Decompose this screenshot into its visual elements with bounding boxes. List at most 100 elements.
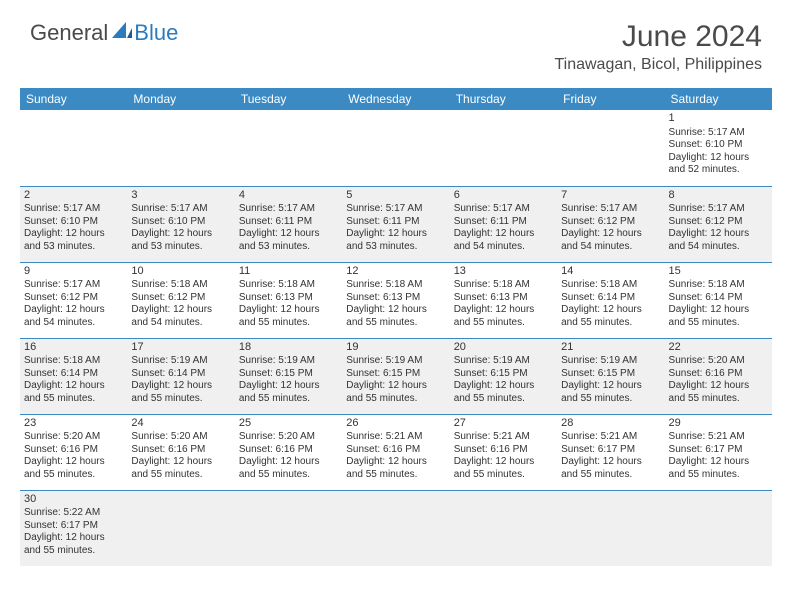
day-header: Wednesday — [342, 88, 449, 110]
daylight-text: Daylight: 12 hours and 54 minutes. — [561, 228, 660, 253]
day-number: 27 — [454, 417, 553, 431]
sunset-text: Sunset: 6:16 PM — [454, 444, 553, 457]
calendar-cell: 21Sunrise: 5:19 AMSunset: 6:15 PMDayligh… — [557, 338, 664, 414]
sunset-text: Sunset: 6:15 PM — [454, 368, 553, 381]
calendar-cell — [665, 490, 772, 566]
calendar-cell — [557, 110, 664, 186]
sunrise-text: Sunrise: 5:22 AM — [24, 507, 123, 520]
daylight-text: Daylight: 12 hours and 55 minutes. — [561, 456, 660, 481]
day-header: Sunday — [20, 88, 127, 110]
sunrise-text: Sunrise: 5:18 AM — [346, 279, 445, 292]
day-number: 7 — [561, 189, 660, 203]
daylight-text: Daylight: 12 hours and 52 minutes. — [669, 152, 768, 177]
header: General Blue June 2024 Tinawagan, Bicol,… — [0, 0, 792, 84]
logo-sail-icon — [112, 20, 132, 46]
day-header: Friday — [557, 88, 664, 110]
sunset-text: Sunset: 6:13 PM — [454, 292, 553, 305]
sunset-text: Sunset: 6:11 PM — [239, 216, 338, 229]
calendar-cell: 9Sunrise: 5:17 AMSunset: 6:12 PMDaylight… — [20, 262, 127, 338]
daylight-text: Daylight: 12 hours and 55 minutes. — [239, 304, 338, 329]
calendar-week-row: 23Sunrise: 5:20 AMSunset: 6:16 PMDayligh… — [20, 414, 772, 490]
sunset-text: Sunset: 6:15 PM — [239, 368, 338, 381]
calendar-week-row: 1Sunrise: 5:17 AMSunset: 6:10 PMDaylight… — [20, 110, 772, 186]
sunrise-text: Sunrise: 5:19 AM — [239, 355, 338, 368]
sunset-text: Sunset: 6:16 PM — [131, 444, 230, 457]
sunset-text: Sunset: 6:13 PM — [239, 292, 338, 305]
sunrise-text: Sunrise: 5:17 AM — [239, 203, 338, 216]
daylight-text: Daylight: 12 hours and 55 minutes. — [346, 456, 445, 481]
day-number: 18 — [239, 341, 338, 355]
calendar-week-row: 9Sunrise: 5:17 AMSunset: 6:12 PMDaylight… — [20, 262, 772, 338]
sunrise-text: Sunrise: 5:20 AM — [239, 431, 338, 444]
calendar-cell — [342, 490, 449, 566]
sunrise-text: Sunrise: 5:20 AM — [131, 431, 230, 444]
sunrise-text: Sunrise: 5:21 AM — [669, 431, 768, 444]
sunset-text: Sunset: 6:12 PM — [24, 292, 123, 305]
calendar-cell: 27Sunrise: 5:21 AMSunset: 6:16 PMDayligh… — [450, 414, 557, 490]
day-number: 12 — [346, 265, 445, 279]
day-number: 29 — [669, 417, 768, 431]
daylight-text: Daylight: 12 hours and 55 minutes. — [561, 380, 660, 405]
daylight-text: Daylight: 12 hours and 55 minutes. — [669, 456, 768, 481]
calendar-cell: 8Sunrise: 5:17 AMSunset: 6:12 PMDaylight… — [665, 186, 772, 262]
sunset-text: Sunset: 6:16 PM — [669, 368, 768, 381]
calendar-cell — [450, 490, 557, 566]
daylight-text: Daylight: 12 hours and 54 minutes. — [669, 228, 768, 253]
calendar-cell: 26Sunrise: 5:21 AMSunset: 6:16 PMDayligh… — [342, 414, 449, 490]
calendar-cell: 15Sunrise: 5:18 AMSunset: 6:14 PMDayligh… — [665, 262, 772, 338]
sunrise-text: Sunrise: 5:20 AM — [24, 431, 123, 444]
calendar-cell: 28Sunrise: 5:21 AMSunset: 6:17 PMDayligh… — [557, 414, 664, 490]
daylight-text: Daylight: 12 hours and 55 minutes. — [346, 304, 445, 329]
logo-text-blue: Blue — [134, 20, 178, 46]
day-number: 20 — [454, 341, 553, 355]
day-number: 5 — [346, 189, 445, 203]
sunrise-text: Sunrise: 5:17 AM — [346, 203, 445, 216]
day-number: 2 — [24, 189, 123, 203]
calendar-week-row: 2Sunrise: 5:17 AMSunset: 6:10 PMDaylight… — [20, 186, 772, 262]
sunset-text: Sunset: 6:14 PM — [24, 368, 123, 381]
sunset-text: Sunset: 6:15 PM — [346, 368, 445, 381]
calendar-cell: 17Sunrise: 5:19 AMSunset: 6:14 PMDayligh… — [127, 338, 234, 414]
day-number: 22 — [669, 341, 768, 355]
calendar-cell: 6Sunrise: 5:17 AMSunset: 6:11 PMDaylight… — [450, 186, 557, 262]
calendar-cell — [20, 110, 127, 186]
calendar-week-row: 30Sunrise: 5:22 AMSunset: 6:17 PMDayligh… — [20, 490, 772, 566]
sunrise-text: Sunrise: 5:19 AM — [454, 355, 553, 368]
day-number: 25 — [239, 417, 338, 431]
calendar-cell: 16Sunrise: 5:18 AMSunset: 6:14 PMDayligh… — [20, 338, 127, 414]
daylight-text: Daylight: 12 hours and 53 minutes. — [239, 228, 338, 253]
day-header: Thursday — [450, 88, 557, 110]
sunrise-text: Sunrise: 5:18 AM — [239, 279, 338, 292]
calendar-cell: 25Sunrise: 5:20 AMSunset: 6:16 PMDayligh… — [235, 414, 342, 490]
sunset-text: Sunset: 6:14 PM — [131, 368, 230, 381]
day-header: Tuesday — [235, 88, 342, 110]
calendar-week-row: 16Sunrise: 5:18 AMSunset: 6:14 PMDayligh… — [20, 338, 772, 414]
logo: General Blue — [30, 20, 178, 46]
sunrise-text: Sunrise: 5:17 AM — [24, 203, 123, 216]
sunrise-text: Sunrise: 5:20 AM — [669, 355, 768, 368]
calendar-cell: 22Sunrise: 5:20 AMSunset: 6:16 PMDayligh… — [665, 338, 772, 414]
day-number: 17 — [131, 341, 230, 355]
day-header-row: Sunday Monday Tuesday Wednesday Thursday… — [20, 88, 772, 110]
day-number: 10 — [131, 265, 230, 279]
day-number: 28 — [561, 417, 660, 431]
daylight-text: Daylight: 12 hours and 54 minutes. — [454, 228, 553, 253]
day-number: 13 — [454, 265, 553, 279]
day-header: Saturday — [665, 88, 772, 110]
day-number: 19 — [346, 341, 445, 355]
calendar-cell: 13Sunrise: 5:18 AMSunset: 6:13 PMDayligh… — [450, 262, 557, 338]
day-number: 4 — [239, 189, 338, 203]
calendar-cell — [235, 110, 342, 186]
sunrise-text: Sunrise: 5:17 AM — [561, 203, 660, 216]
calendar-cell — [127, 110, 234, 186]
day-number: 9 — [24, 265, 123, 279]
calendar-cell: 30Sunrise: 5:22 AMSunset: 6:17 PMDayligh… — [20, 490, 127, 566]
sunrise-text: Sunrise: 5:21 AM — [561, 431, 660, 444]
day-number: 26 — [346, 417, 445, 431]
calendar-cell: 7Sunrise: 5:17 AMSunset: 6:12 PMDaylight… — [557, 186, 664, 262]
day-number: 6 — [454, 189, 553, 203]
sunset-text: Sunset: 6:16 PM — [346, 444, 445, 457]
month-title: June 2024 — [554, 20, 762, 54]
sunset-text: Sunset: 6:17 PM — [561, 444, 660, 457]
daylight-text: Daylight: 12 hours and 53 minutes. — [131, 228, 230, 253]
